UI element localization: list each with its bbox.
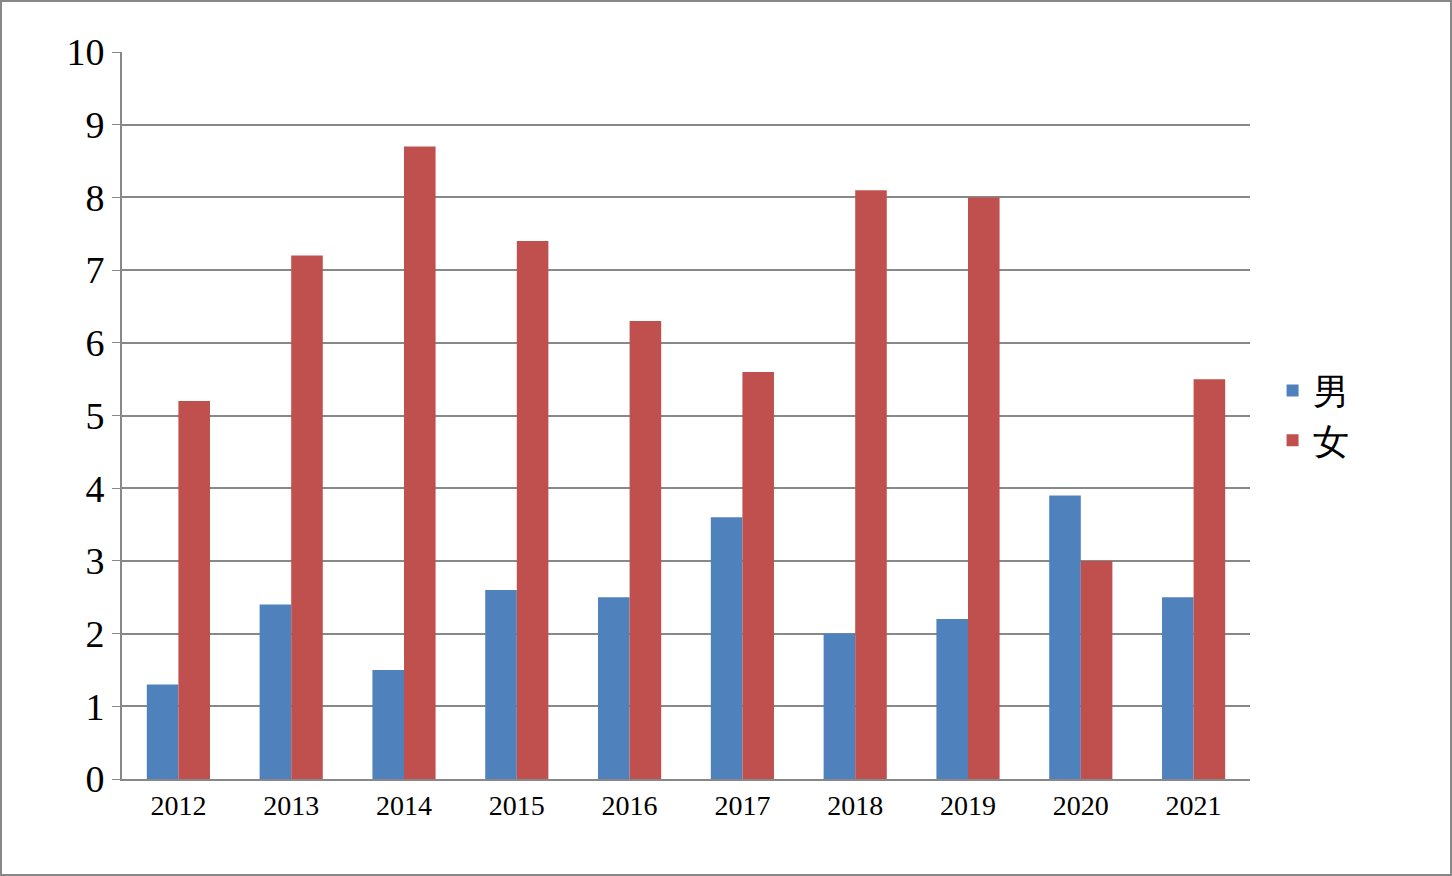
svg-text:2: 2 [85, 613, 104, 655]
svg-text:女: 女 [1313, 422, 1349, 462]
svg-text:2020: 2020 [1053, 790, 1109, 821]
svg-text:2017: 2017 [714, 790, 770, 821]
svg-text:4: 4 [85, 468, 104, 510]
svg-text:2016: 2016 [602, 790, 658, 821]
svg-text:2015: 2015 [489, 790, 545, 821]
svg-text:2019: 2019 [940, 790, 996, 821]
svg-text:0: 0 [85, 758, 104, 800]
svg-text:男: 男 [1313, 372, 1349, 412]
svg-text:2021: 2021 [1166, 790, 1222, 821]
svg-text:8: 8 [85, 177, 104, 219]
svg-text:1: 1 [85, 686, 104, 728]
svg-text:2013: 2013 [263, 790, 319, 821]
svg-text:2012: 2012 [150, 790, 206, 821]
svg-text:5: 5 [85, 395, 104, 437]
svg-text:2018: 2018 [827, 790, 883, 821]
svg-text:2014: 2014 [376, 790, 432, 821]
svg-text:6: 6 [85, 322, 104, 364]
svg-text:3: 3 [85, 540, 104, 582]
svg-text:10: 10 [66, 31, 104, 73]
svg-text:9: 9 [85, 104, 104, 146]
svg-text:7: 7 [85, 249, 104, 291]
